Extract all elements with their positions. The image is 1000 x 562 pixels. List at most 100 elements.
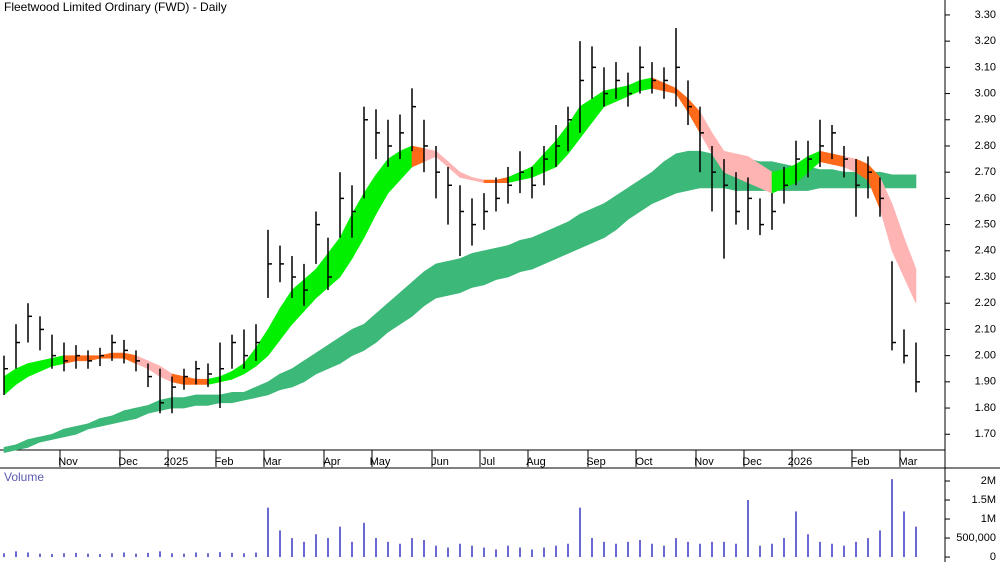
volume-bar bbox=[51, 554, 53, 558]
ribbon-segment bbox=[819, 169, 833, 189]
x-tick-label: Mar bbox=[263, 456, 282, 468]
volume-bar bbox=[819, 541, 821, 558]
volume-bar bbox=[3, 553, 5, 558]
ribbon-segment bbox=[555, 221, 569, 260]
volume-bar bbox=[579, 507, 581, 558]
y-tick-label: 1.70 bbox=[975, 428, 996, 440]
ribbon-segment bbox=[531, 231, 545, 270]
y-tick-label: 2.80 bbox=[975, 140, 996, 152]
volume-bar bbox=[435, 545, 437, 558]
ribbon-segment bbox=[483, 247, 497, 286]
ribbon-segment bbox=[639, 77, 653, 92]
volume-bar bbox=[483, 547, 485, 558]
volume-bar bbox=[111, 553, 113, 558]
volume-bar bbox=[471, 545, 473, 558]
volume-bar bbox=[39, 553, 41, 558]
volume-bar bbox=[279, 530, 281, 558]
volume-bar bbox=[87, 553, 89, 558]
volume-bar bbox=[183, 553, 185, 558]
volume-bar bbox=[903, 511, 905, 558]
volume-bar bbox=[771, 543, 773, 558]
volume-bar bbox=[291, 538, 293, 558]
volume-bar bbox=[123, 552, 125, 558]
volume-bar bbox=[327, 538, 329, 558]
ribbon-segment bbox=[831, 169, 845, 189]
ribbon-segment bbox=[123, 407, 137, 422]
x-tick-label: Sep bbox=[586, 456, 606, 468]
volume-bar bbox=[243, 553, 245, 558]
volume-bar bbox=[855, 541, 857, 558]
volume-bar bbox=[711, 541, 713, 558]
volume-bar bbox=[759, 545, 761, 558]
volume-bar bbox=[879, 530, 881, 558]
volume-bar bbox=[747, 500, 749, 558]
volume-bar bbox=[723, 541, 725, 558]
volume-bar bbox=[519, 547, 521, 558]
volume-bar bbox=[411, 538, 413, 558]
ribbon-segment bbox=[75, 355, 89, 362]
y-tick-label: 3.20 bbox=[975, 35, 996, 47]
volume-bar bbox=[843, 545, 845, 558]
volume-bar bbox=[387, 541, 389, 558]
volume-bar bbox=[867, 538, 869, 558]
ribbon-segment bbox=[159, 397, 173, 412]
volume-bar bbox=[15, 551, 17, 558]
y-tick-label: 2.70 bbox=[975, 166, 996, 178]
volume-bar bbox=[507, 545, 509, 558]
volume-bar bbox=[531, 549, 533, 558]
volume-bar bbox=[339, 526, 341, 558]
ribbon-segment bbox=[735, 153, 749, 184]
ribbon-segment bbox=[459, 252, 473, 294]
ribbon-segment bbox=[495, 245, 509, 280]
x-tick-label: Jun bbox=[431, 456, 449, 468]
volume-bar bbox=[783, 538, 785, 558]
volume-bar bbox=[651, 543, 653, 558]
x-tick-label: Nov bbox=[58, 456, 78, 468]
volume-bar bbox=[423, 539, 425, 558]
x-tick-label: Feb bbox=[215, 456, 234, 468]
y-tick-label: 3.30 bbox=[975, 9, 996, 21]
volume-bar bbox=[207, 553, 209, 558]
ribbon-segment bbox=[447, 258, 461, 296]
volume-bar bbox=[663, 545, 665, 558]
volume-bar bbox=[615, 543, 617, 558]
y-tick-label: 2.60 bbox=[975, 192, 996, 204]
x-tick-label: Oct bbox=[635, 456, 652, 468]
x-tick-label: Dec bbox=[742, 456, 762, 468]
ribbon-segment bbox=[591, 203, 605, 244]
x-tick-label: 2026 bbox=[788, 456, 812, 468]
x-tick-label: May bbox=[370, 456, 391, 468]
y-tick-label: 3.10 bbox=[975, 61, 996, 73]
ribbon-segment bbox=[507, 239, 521, 278]
ribbon-segment bbox=[351, 323, 365, 357]
ribbon-segment bbox=[543, 226, 557, 265]
y-tick-label: 1M bbox=[981, 513, 996, 525]
volume-bar bbox=[699, 543, 701, 558]
volume-bar bbox=[567, 543, 569, 558]
ribbon-segment bbox=[687, 150, 701, 191]
y-tick-label: 3.00 bbox=[975, 87, 996, 99]
y-tick-label: 1.5M bbox=[972, 494, 996, 506]
volume-bar bbox=[195, 552, 197, 558]
y-tick-label: 2.30 bbox=[975, 271, 996, 283]
y-tick-label: 2.90 bbox=[975, 114, 996, 126]
volume-bar bbox=[555, 545, 557, 558]
volume-bar bbox=[99, 554, 101, 558]
volume-bar bbox=[915, 526, 917, 558]
volume-bar bbox=[219, 552, 221, 558]
volume-bar bbox=[75, 552, 77, 558]
ribbon-segment bbox=[699, 150, 713, 189]
x-tick-label: Jul bbox=[481, 456, 495, 468]
ribbon-segment bbox=[675, 150, 689, 194]
y-tick-label: 2.10 bbox=[975, 323, 996, 335]
volume-bar bbox=[675, 538, 677, 558]
volume-bar bbox=[351, 541, 353, 558]
y-tick-label: 2M bbox=[981, 475, 996, 487]
volume-bar bbox=[267, 507, 269, 558]
x-tick-label: Apr bbox=[323, 456, 340, 468]
y-tick-label: 2.50 bbox=[975, 218, 996, 230]
ribbon-segment bbox=[579, 208, 593, 249]
ribbon-segment bbox=[663, 153, 677, 199]
